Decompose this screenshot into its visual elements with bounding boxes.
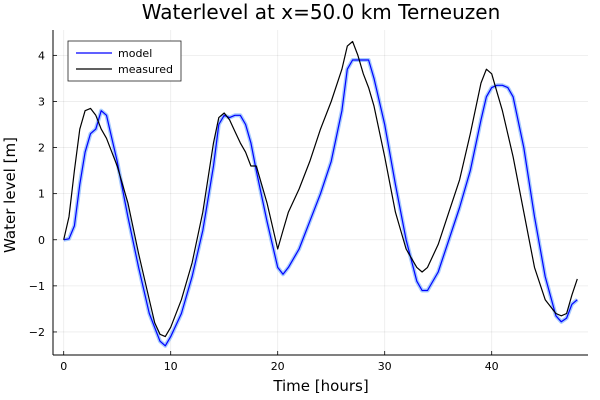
x-tick-label-2: 20: [271, 360, 285, 373]
grid: [53, 30, 588, 355]
legend-label-model: model: [118, 47, 152, 60]
series-lines: [63, 40, 578, 347]
legend: model measured: [67, 40, 182, 82]
y-tick-label-2: 0: [38, 234, 45, 247]
y-tick-label-4: 2: [38, 142, 45, 155]
series-line-model: [63, 59, 578, 347]
tick-labels: 0 10 20 30 40 −2 −1 0 1 2 3 4: [29, 49, 499, 373]
y-tick-label-6: 4: [38, 49, 45, 62]
x-tick-label-4: 40: [485, 360, 499, 373]
legend-label-measured: measured: [118, 63, 173, 76]
y-axis-label: Water level [m]: [1, 137, 19, 253]
x-tick-label-3: 30: [378, 360, 392, 373]
x-axis-label: Time [hours]: [272, 377, 368, 395]
x-tick-label-0: 0: [60, 360, 67, 373]
legend-box: [67, 40, 182, 82]
y-tick-label-0: −2: [29, 326, 45, 339]
x-tick-label-1: 10: [164, 360, 178, 373]
chart-title: Waterlevel at x=50.0 km Terneuzen: [142, 0, 501, 24]
y-tick-label-3: 1: [38, 188, 45, 201]
y-tick-label-5: 3: [38, 95, 45, 108]
axes: [52, 30, 588, 356]
series-line-measured: [63, 40, 578, 338]
y-tick-label-1: −1: [29, 280, 45, 293]
